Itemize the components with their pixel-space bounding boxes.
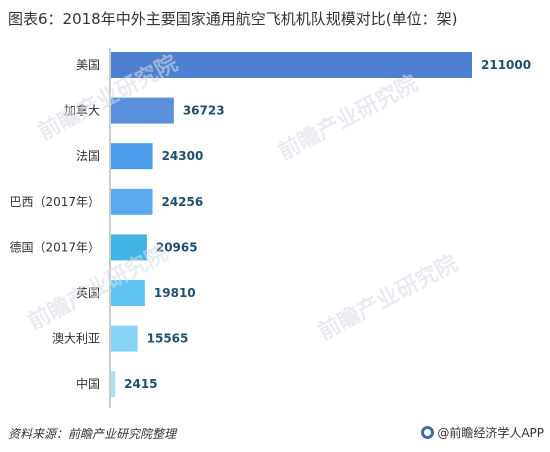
value-label-2: 24300 bbox=[162, 149, 204, 163]
bar-5 bbox=[111, 280, 145, 306]
brand-credit: @前瞻经济学人APP bbox=[421, 424, 544, 441]
bar-4 bbox=[111, 234, 147, 261]
value-label-5: 19810 bbox=[154, 286, 196, 300]
value-label-4: 20965 bbox=[156, 240, 198, 254]
bar-1 bbox=[111, 97, 174, 124]
brand-text: @前瞻经济学人APP bbox=[437, 426, 544, 440]
category-label-2: 法国 bbox=[76, 149, 100, 163]
chart-title: 图表6：2018年中外主要国家通用航空飞机机队规模对比(单位：架) bbox=[8, 10, 458, 28]
value-label-7: 2415 bbox=[124, 377, 157, 391]
value-label-6: 15565 bbox=[147, 332, 189, 346]
category-label-7: 中国 bbox=[76, 376, 100, 391]
bar-3 bbox=[111, 188, 153, 215]
bar-0 bbox=[111, 52, 472, 78]
brand-logo-icon bbox=[421, 426, 435, 439]
value-label-1: 36723 bbox=[183, 104, 225, 118]
category-label-6: 澳大利亚 bbox=[52, 332, 100, 346]
category-label-5: 英国 bbox=[76, 286, 100, 300]
bar-6 bbox=[111, 325, 138, 352]
bar-2 bbox=[111, 143, 153, 170]
category-label-0: 美国 bbox=[76, 58, 100, 72]
category-label-3: 巴西（2017年） bbox=[9, 195, 100, 209]
value-label-3: 24256 bbox=[161, 195, 203, 209]
value-label-0: 211000 bbox=[481, 58, 531, 72]
source-note: 资料来源：前瞻产业研究院整理 bbox=[8, 427, 177, 441]
bar-7 bbox=[111, 371, 116, 398]
category-label-4: 德国（2017年） bbox=[9, 239, 100, 254]
category-label-1: 加拿大 bbox=[64, 103, 100, 118]
